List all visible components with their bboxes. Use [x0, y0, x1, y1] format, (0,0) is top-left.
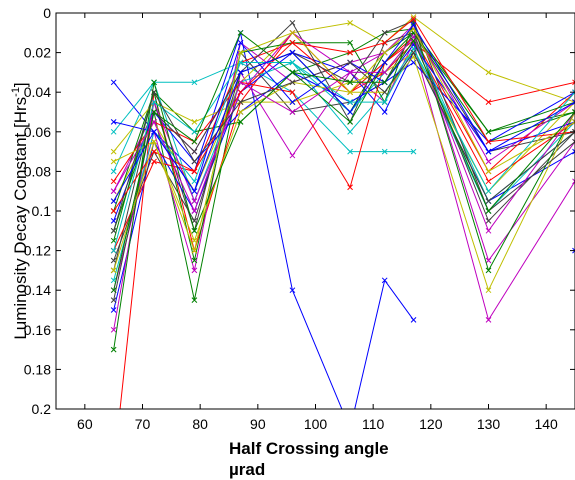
data-point: [486, 70, 491, 75]
x-tick-label: 110: [362, 416, 385, 432]
series-line: [114, 53, 575, 192]
data-point: [111, 209, 116, 214]
data-point: [290, 153, 295, 158]
data-point: [486, 258, 491, 263]
data-point: [111, 169, 116, 174]
x-tick-label: 120: [419, 416, 443, 432]
data-point: [192, 119, 197, 124]
x-tick-label: 140: [534, 416, 558, 432]
y-tick-label: 0.18: [24, 361, 51, 377]
data-point: [152, 149, 157, 154]
data-point: [192, 139, 197, 144]
data-point: [111, 228, 116, 233]
data-point: [192, 189, 197, 194]
x-tick-label: 130: [477, 416, 501, 432]
x-tick-label: 60: [77, 416, 93, 432]
series-9: [111, 26, 575, 213]
data-point: [111, 149, 116, 154]
data-point: [111, 159, 116, 164]
data-point: [111, 189, 116, 194]
data-point: [348, 110, 353, 115]
x-tick-label: 100: [304, 416, 328, 432]
data-point: [238, 90, 243, 95]
x-axis-label: Half Crossing angle µrad: [229, 438, 389, 480]
data-point: [348, 129, 353, 134]
data-point: [111, 179, 116, 184]
data-point: [111, 466, 116, 471]
data-point: [111, 129, 116, 134]
x-axis-unit: µrad: [229, 459, 389, 480]
series-layer: [111, 14, 575, 470]
data-point: [486, 218, 491, 223]
data-point: [486, 189, 491, 194]
y-tick-label: 0: [43, 5, 51, 21]
data-point: [290, 20, 295, 25]
data-point: [192, 179, 197, 184]
data-point: [111, 199, 116, 204]
x-axis-label-text: Half Crossing angle: [229, 438, 389, 459]
y-tick-label: 0.1: [32, 203, 52, 219]
x-tick-label: 80: [192, 416, 208, 432]
data-point: [192, 199, 197, 204]
data-point: [486, 169, 491, 174]
data-point: [486, 199, 491, 204]
data-point: [111, 218, 116, 223]
data-point: [486, 268, 491, 273]
data-point: [192, 209, 197, 214]
x-axis: 60 70 80 90 100 110 120 130 140: [77, 13, 558, 432]
series-line: [114, 29, 575, 211]
series-line: [114, 37, 575, 280]
x-tick-label: 70: [135, 416, 151, 432]
data-point: [486, 179, 491, 184]
data-point: [238, 110, 243, 115]
y-tick-label: 0.2: [32, 401, 52, 417]
y-axis-label: Luminosity Decay Constant [Hrs-1]: [10, 82, 30, 339]
y-tick-label: 0.02: [24, 45, 51, 61]
series-line: [114, 19, 575, 211]
series-line: [114, 29, 575, 330]
data-point: [290, 50, 295, 55]
data-point: [411, 317, 416, 322]
data-point: [382, 110, 387, 115]
x-tick-label: 90: [250, 416, 266, 432]
data-point: [192, 159, 197, 164]
data-point: [486, 228, 491, 233]
data-point: [348, 426, 353, 431]
series-1: [111, 30, 575, 431]
series-3: [111, 30, 575, 471]
data-point: [111, 80, 116, 85]
data-point: [111, 258, 116, 263]
data-point: [486, 288, 491, 293]
data-point: [486, 209, 491, 214]
data-point: [348, 119, 353, 124]
data-point: [192, 149, 197, 154]
data-point: [486, 159, 491, 164]
y-axis-label-superscript: -1: [10, 87, 22, 97]
